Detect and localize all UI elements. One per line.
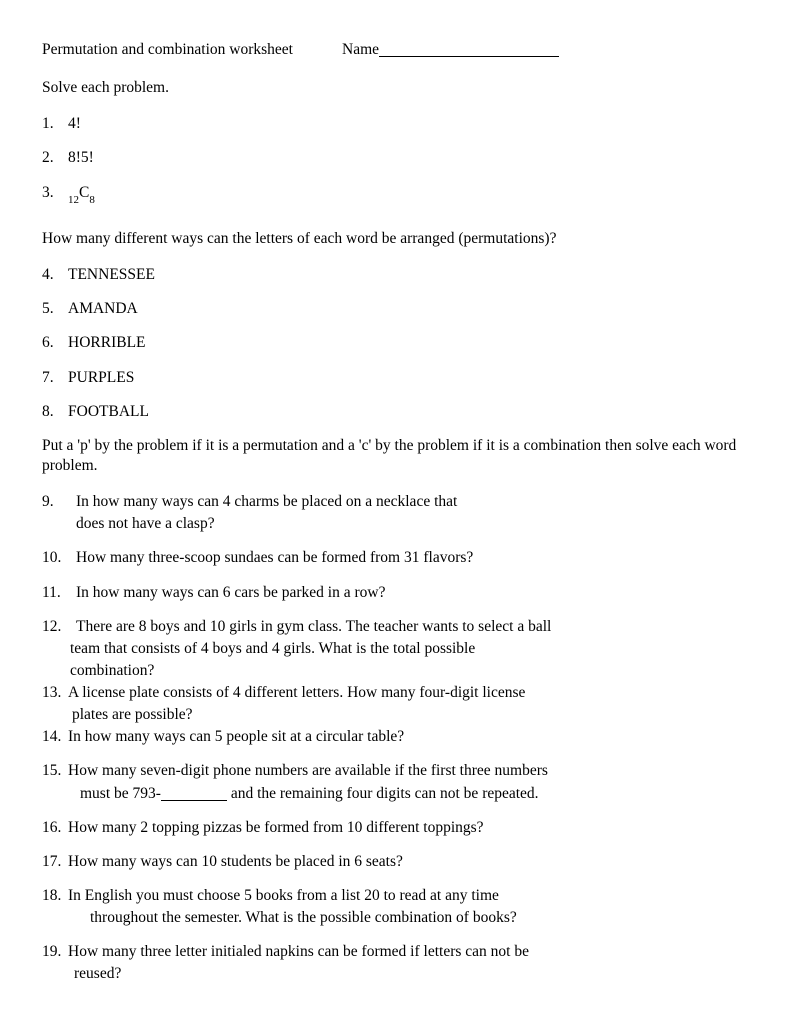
problem-9-line2: does not have a clasp?: [42, 514, 749, 534]
problem-12: 12. There are 8 boys and 10 girls in gym…: [42, 617, 749, 637]
problem-6: 6. HORRIBLE: [42, 333, 749, 353]
problem-4: 4. TENNESSEE: [42, 265, 749, 285]
worksheet-title: Permutation and combination worksheet: [42, 40, 342, 60]
problem-text: AMANDA: [68, 299, 749, 319]
problem-number: 4.: [42, 265, 68, 285]
problem-15: 15. How many seven-digit phone numbers a…: [42, 761, 749, 781]
problem-text: A license plate consists of 4 different …: [68, 683, 749, 703]
problem-number: 2.: [42, 148, 68, 168]
problem-text: FOOTBALL: [68, 402, 749, 422]
problem-text: 8!5!: [68, 148, 749, 168]
problem-text: How many three letter initialed napkins …: [68, 942, 749, 962]
problem-text: How many 2 topping pizzas be formed from…: [68, 818, 749, 838]
problem-9: 9. In how many ways can 4 charms be plac…: [42, 492, 749, 512]
problem-number: 18.: [42, 886, 68, 906]
problem-text: How many ways can 10 students be placed …: [68, 852, 749, 872]
blank-fill-line: [161, 800, 227, 801]
subscript-left: 12: [68, 194, 79, 206]
problem-text: How many seven-digit phone numbers are a…: [68, 761, 749, 781]
problem-14: 14. In how many ways can 5 people sit at…: [42, 727, 749, 747]
problem-15-l2a: must be 793-: [80, 785, 161, 802]
name-field-group: Name: [342, 40, 559, 60]
problem-number: 17.: [42, 852, 68, 872]
problem-11: 11. In how many ways can 6 cars be parke…: [42, 583, 749, 603]
problem-number: 5.: [42, 299, 68, 319]
problem-19: 19. How many three letter initialed napk…: [42, 942, 749, 962]
problem-12-line2: team that consists of 4 boys and 4 girls…: [42, 639, 749, 659]
problem-text: In how many ways can 4 charms be placed …: [76, 492, 749, 512]
problem-number: 12.: [42, 617, 76, 637]
instruction-solve: Solve each problem.: [42, 78, 749, 98]
problem-number: 15.: [42, 761, 68, 781]
problem-number: 11.: [42, 583, 76, 603]
problem-text: 4!: [68, 114, 749, 134]
problem-8: 8. FOOTBALL: [42, 402, 749, 422]
worksheet-page: Permutation and combination worksheet Na…: [0, 0, 791, 1024]
problem-18: 18. In English you must choose 5 books f…: [42, 886, 749, 906]
problem-text: There are 8 boys and 10 girls in gym cla…: [76, 617, 749, 637]
subscript-right: 8: [89, 194, 95, 206]
instruction-word-problems: Put a 'p' by the problem if it is a perm…: [42, 436, 749, 476]
problem-5: 5. AMANDA: [42, 299, 749, 319]
name-blank-line: [379, 56, 559, 57]
problem-13-line2: plates are possible?: [42, 705, 749, 725]
problem-15-l2b: and the remaining four digits can not be…: [227, 785, 539, 802]
problem-text: 12C8: [68, 183, 749, 205]
problem-number: 6.: [42, 333, 68, 353]
problem-19-line2: reused?: [42, 964, 749, 984]
problem-text: In how many ways can 5 people sit at a c…: [68, 727, 749, 747]
problem-10: 10. How many three-scoop sundaes can be …: [42, 548, 749, 568]
problem-17: 17. How many ways can 10 students be pla…: [42, 852, 749, 872]
name-label: Name: [342, 41, 379, 58]
problem-number: 10.: [42, 548, 76, 568]
problem-number: 1.: [42, 114, 68, 134]
problem-15-line2: must be 793- and the remaining four digi…: [42, 784, 749, 804]
problem-text: TENNESSEE: [68, 265, 749, 285]
word-problems-section: 9. In how many ways can 4 charms be plac…: [42, 492, 749, 985]
problem-text: In how many ways can 6 cars be parked in…: [76, 583, 749, 603]
problem-18-line2: throughout the semester. What is the pos…: [42, 908, 749, 928]
problem-16: 16. How many 2 topping pizzas be formed …: [42, 818, 749, 838]
problem-2: 2. 8!5!: [42, 148, 749, 168]
problem-number: 14.: [42, 727, 68, 747]
problem-number: 8.: [42, 402, 68, 422]
problem-number: 13.: [42, 683, 68, 703]
problem-12-line3: combination?: [42, 661, 749, 681]
problem-text: In English you must choose 5 books from …: [68, 886, 749, 906]
combination-c: C: [79, 184, 89, 201]
problem-number: 19.: [42, 942, 68, 962]
problem-7: 7. PURPLES: [42, 368, 749, 388]
header-row: Permutation and combination worksheet Na…: [42, 40, 749, 60]
problem-number: 3.: [42, 183, 68, 205]
problem-text: HORRIBLE: [68, 333, 749, 353]
problem-text: How many three-scoop sundaes can be form…: [76, 548, 749, 568]
problem-text: PURPLES: [68, 368, 749, 388]
problem-number: 16.: [42, 818, 68, 838]
problem-number: 7.: [42, 368, 68, 388]
instruction-permutations: How many different ways can the letters …: [42, 229, 749, 249]
problem-1: 1. 4!: [42, 114, 749, 134]
problem-3: 3. 12C8: [42, 183, 749, 205]
spacer: [42, 219, 749, 229]
problem-number: 9.: [42, 492, 76, 512]
problem-13: 13. A license plate consists of 4 differ…: [42, 683, 749, 703]
